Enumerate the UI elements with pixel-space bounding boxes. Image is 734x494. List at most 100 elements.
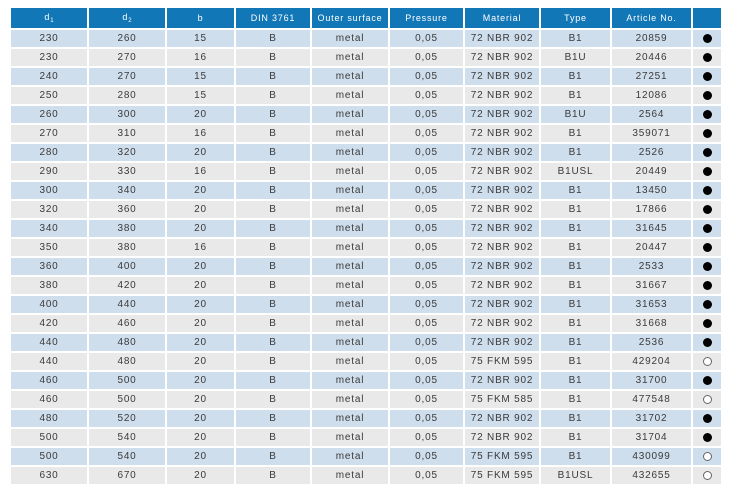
cell-article-no: 429204	[612, 353, 693, 372]
cell-din: B	[236, 144, 312, 163]
cell-d1: 460	[11, 391, 89, 410]
cell-type: B1	[541, 182, 612, 201]
cell-b: 20	[167, 258, 236, 277]
cell-material: 72 NBR 902	[465, 239, 541, 258]
cell-d2: 500	[89, 391, 167, 410]
cell-d2: 540	[89, 448, 167, 467]
cell-type: B1	[541, 372, 612, 391]
cell-pressure: 0,05	[390, 296, 465, 315]
cell-outer-surface: metal	[312, 467, 390, 486]
cell-article-no: 20447	[612, 239, 693, 258]
cell-din: B	[236, 391, 312, 410]
cell-din: B	[236, 220, 312, 239]
cell-b: 20	[167, 391, 236, 410]
cell-material: 72 NBR 902	[465, 68, 541, 87]
cell-d2: 260	[89, 30, 167, 49]
cell-b: 20	[167, 448, 236, 467]
cell-d2: 420	[89, 277, 167, 296]
cell-outer-surface: metal	[312, 125, 390, 144]
cell-b: 16	[167, 163, 236, 182]
cell-type: B1	[541, 201, 612, 220]
cell-pressure: 0,05	[390, 163, 465, 182]
cell-availability	[693, 49, 723, 68]
cell-article-no: 359071	[612, 125, 693, 144]
cell-b: 20	[167, 353, 236, 372]
cell-d2: 360	[89, 201, 167, 220]
header-row: d1 d2 b DIN 3761 Outer surface Pressure Materi…	[11, 8, 723, 30]
cell-article-no: 2526	[612, 144, 693, 163]
cell-type: B1U	[541, 49, 612, 68]
cell-article-no: 31700	[612, 372, 693, 391]
cell-outer-surface: metal	[312, 144, 390, 163]
cell-availability	[693, 391, 723, 410]
cell-d1: 250	[11, 87, 89, 106]
cell-type: B1	[541, 391, 612, 410]
cell-d2: 270	[89, 49, 167, 68]
cell-availability	[693, 353, 723, 372]
cell-material: 72 NBR 902	[465, 334, 541, 353]
column-header-type: Type	[541, 8, 612, 30]
cell-din: B	[236, 448, 312, 467]
cell-d1: 400	[11, 296, 89, 315]
cell-pressure: 0,05	[390, 372, 465, 391]
filled-circle-icon	[702, 318, 712, 328]
cell-din: B	[236, 182, 312, 201]
cell-d2: 380	[89, 220, 167, 239]
cell-material: 72 NBR 902	[465, 125, 541, 144]
cell-b: 20	[167, 182, 236, 201]
cell-article-no: 31645	[612, 220, 693, 239]
cell-outer-surface: metal	[312, 201, 390, 220]
column-header-d2: d2	[89, 8, 167, 30]
cell-d2: 670	[89, 467, 167, 486]
cell-article-no: 20859	[612, 30, 693, 49]
cell-article-no: 477548	[612, 391, 693, 410]
cell-article-no: 17866	[612, 201, 693, 220]
cell-b: 20	[167, 467, 236, 486]
open-circle-icon	[702, 451, 712, 461]
filled-circle-icon	[702, 337, 712, 347]
cell-type: B1	[541, 68, 612, 87]
cell-availability	[693, 277, 723, 296]
cell-din: B	[236, 163, 312, 182]
cell-d2: 400	[89, 258, 167, 277]
cell-pressure: 0,05	[390, 258, 465, 277]
cell-article-no: 27251	[612, 68, 693, 87]
cell-pressure: 0,05	[390, 49, 465, 68]
filled-circle-icon	[702, 223, 712, 233]
cell-type: B1	[541, 144, 612, 163]
cell-outer-surface: metal	[312, 410, 390, 429]
cell-outer-surface: metal	[312, 353, 390, 372]
cell-availability	[693, 372, 723, 391]
filled-circle-icon	[702, 147, 712, 157]
cell-din: B	[236, 106, 312, 125]
column-header-pressure: Pressure	[390, 8, 465, 30]
cell-pressure: 0,05	[390, 68, 465, 87]
cell-pressure: 0,05	[390, 429, 465, 448]
cell-availability	[693, 296, 723, 315]
cell-material: 72 NBR 902	[465, 182, 541, 201]
cell-b: 16	[167, 239, 236, 258]
cell-material: 72 NBR 902	[465, 315, 541, 334]
cell-availability	[693, 220, 723, 239]
cell-d1: 240	[11, 68, 89, 87]
cell-availability	[693, 106, 723, 125]
cell-d1: 230	[11, 30, 89, 49]
cell-availability	[693, 334, 723, 353]
cell-availability	[693, 30, 723, 49]
cell-material: 72 NBR 902	[465, 429, 541, 448]
cell-type: B1USL	[541, 163, 612, 182]
cell-b: 15	[167, 68, 236, 87]
cell-article-no: 13450	[612, 182, 693, 201]
cell-d2: 480	[89, 334, 167, 353]
cell-availability	[693, 201, 723, 220]
